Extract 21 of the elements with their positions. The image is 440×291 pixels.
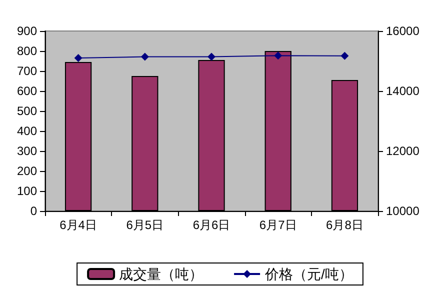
y-tick-label: 900 xyxy=(16,24,38,38)
y-tick-label: 400 xyxy=(16,124,38,138)
y2-tick-label: 16000 xyxy=(386,24,420,38)
y-tick-label: 500 xyxy=(16,104,38,118)
y2-tick-label: 14000 xyxy=(386,84,420,98)
y2-tick-label: 10000 xyxy=(386,204,420,218)
y-tick-label: 700 xyxy=(16,64,38,78)
y-tick-label: 600 xyxy=(16,84,38,98)
x-tick-label: 6月4日 xyxy=(60,218,97,232)
y-tick-label: 800 xyxy=(16,44,38,58)
legend-label: 成交量（吨） xyxy=(119,266,204,282)
y-tick-label: 0 xyxy=(30,204,38,218)
y2-tick-label: 12000 xyxy=(386,144,420,158)
x-tick-label: 6月8日 xyxy=(326,218,364,232)
legend-label: 价格（元/吨） xyxy=(264,266,353,282)
y-tick-label: 300 xyxy=(16,144,38,158)
y-tick-label: 200 xyxy=(16,164,38,178)
y-tick-label: 100 xyxy=(16,184,38,198)
x-tick-label: 6月6日 xyxy=(192,218,230,232)
x-tick-label: 6月5日 xyxy=(126,218,164,232)
x-tick-label: 6月7日 xyxy=(259,218,297,232)
